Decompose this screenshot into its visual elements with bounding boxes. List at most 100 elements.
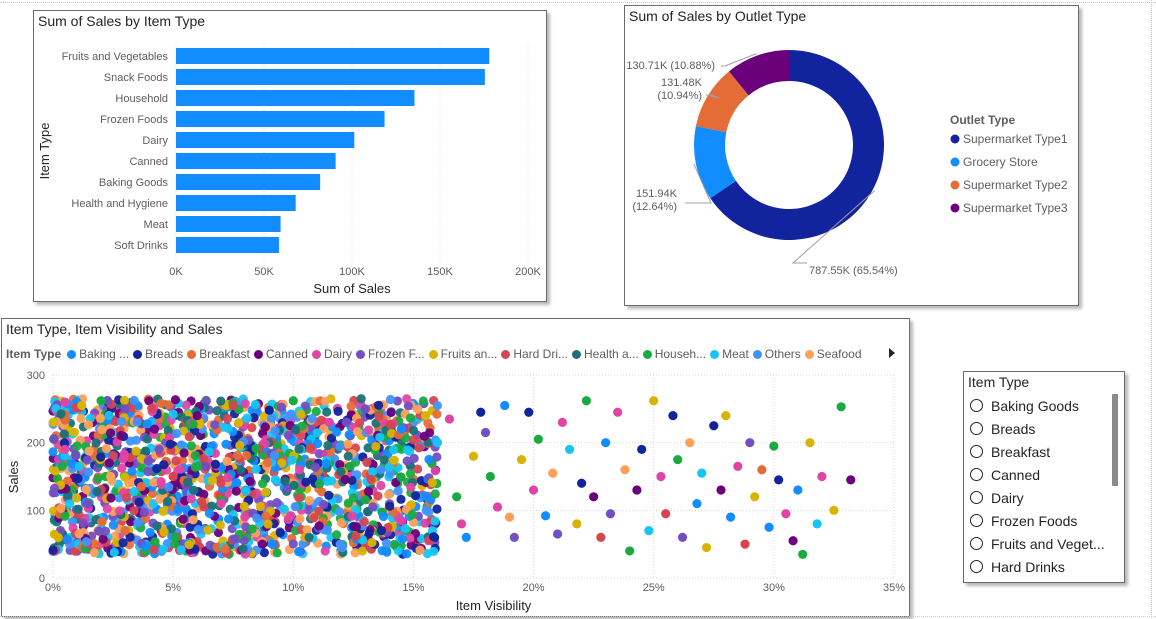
scatter-point	[396, 494, 406, 504]
scatter-point	[374, 400, 384, 410]
scatter-legend-item[interactable]: Hard Dri...	[501, 347, 568, 361]
scatter-point	[106, 471, 116, 482]
scatter-point	[420, 411, 431, 421]
radio-button-icon[interactable]	[970, 514, 983, 527]
scatter-point	[201, 461, 211, 472]
scatter-legend-item[interactable]: Baking ...	[67, 347, 129, 361]
scatter-point	[304, 495, 314, 506]
scatter-point	[407, 510, 417, 520]
donut-legend-label: Supermarket Type3	[963, 201, 1068, 215]
scatter-point	[102, 504, 112, 514]
radio-button-icon[interactable]	[970, 560, 983, 573]
scatter-point	[188, 515, 198, 525]
scatter-point	[67, 459, 77, 469]
scatter-point	[145, 527, 155, 538]
scatter-point	[81, 484, 91, 495]
bar-category-label: Household	[115, 93, 168, 105]
scatter-point	[360, 404, 370, 414]
scatter-point	[251, 464, 261, 474]
scatter-point	[129, 506, 139, 516]
scatter-point	[829, 505, 839, 515]
donut-slice	[694, 126, 736, 199]
scatter-point	[356, 394, 366, 404]
scatter-point	[83, 420, 94, 430]
scatter-legend-item[interactable]: Others	[752, 347, 801, 361]
radio-button-icon[interactable]	[970, 422, 983, 435]
scatter-point	[565, 444, 575, 455]
scatter-point	[350, 548, 360, 558]
radio-button-icon[interactable]	[970, 445, 983, 458]
bar-category-label: Health and Hygiene	[71, 198, 168, 210]
donut-data-label-percent: (12.64%)	[632, 201, 677, 213]
scatter-legend-item[interactable]: Canned	[253, 347, 308, 361]
scatter-point	[376, 480, 386, 491]
slicer-item[interactable]: Fruits and Veget...	[970, 532, 1110, 555]
scatter-legend-item[interactable]: Breakfast	[187, 347, 250, 361]
scatter-point	[320, 396, 330, 406]
scatter-legend-item[interactable]: Fruits an...	[428, 347, 498, 361]
radio-button-icon[interactable]	[970, 537, 983, 550]
legend-dot-icon	[710, 349, 720, 359]
scatter-point	[101, 443, 111, 454]
radio-button-icon[interactable]	[970, 468, 983, 481]
scatter-point	[781, 509, 791, 519]
scatter-legend-item[interactable]: Frozen F...	[355, 347, 425, 361]
scatter-point	[345, 461, 355, 471]
bar-chart-visual[interactable]: Sum of Sales by Item Type 0K 50K 100K 150K 2…	[33, 10, 547, 302]
scatter-point	[314, 521, 324, 531]
legend-dot-icon	[187, 349, 197, 359]
scatter-point	[310, 462, 321, 472]
scatter-point	[314, 479, 325, 489]
slicer-item[interactable]: Frozen Foods	[970, 509, 1110, 532]
scatter-point	[72, 493, 82, 503]
slicer-item[interactable]: Breads	[970, 417, 1110, 440]
slicer-item[interactable]: Baking Goods	[970, 394, 1110, 417]
slicer-item[interactable]: Hard Drinks	[970, 555, 1110, 578]
scatter-point	[49, 434, 59, 444]
bar-category-label: Baking Goods	[99, 177, 169, 189]
scatter-point	[164, 400, 174, 410]
scatter-point	[260, 422, 270, 432]
item-type-slicer[interactable]: Item Type Baking Goods Breads Breakfast Can…	[963, 371, 1125, 583]
scatter-point	[159, 527, 169, 537]
scatter-legend-label: Fruits an...	[440, 347, 498, 361]
scatter-point	[548, 468, 558, 478]
scatter-legend-item[interactable]: Meat	[710, 347, 749, 361]
legend-next-arrow-icon[interactable]	[889, 348, 895, 358]
scatter-point	[118, 538, 128, 548]
scatter-point	[397, 534, 408, 544]
scatter-point	[336, 518, 347, 528]
scatter-point	[168, 409, 178, 419]
scatter-point	[376, 525, 387, 536]
scatter-point	[637, 444, 647, 455]
radio-button-icon[interactable]	[970, 399, 983, 412]
scatter-chart-visual[interactable]: Item Type, Item Visibility and Sales Ite…	[1, 318, 910, 617]
radio-button-icon[interactable]	[970, 491, 983, 504]
scatter-point	[125, 517, 136, 527]
donut-chart-visual[interactable]: Sum of Sales by Outlet Type 787.55K (65.…	[624, 5, 1079, 306]
legend-dot-icon	[311, 349, 321, 359]
scatter-point	[223, 514, 234, 524]
scatter-legend-item[interactable]: Seafood	[804, 347, 862, 361]
scatter-legend-item[interactable]: Househ...	[642, 347, 706, 361]
slicer-item[interactable]: Dairy	[970, 486, 1110, 509]
scatter-point	[319, 424, 329, 434]
scatter-point	[644, 526, 654, 536]
scatter-legend-item[interactable]: Health a...	[572, 347, 639, 361]
scatter-point	[81, 537, 91, 547]
slicer-scrollbar[interactable]	[1112, 394, 1118, 486]
scatter-point	[231, 486, 241, 496]
scatter-point	[149, 424, 160, 434]
scatter-legend-item[interactable]: Breads	[133, 347, 183, 361]
scatter-legend-item[interactable]: Dairy	[311, 347, 352, 361]
scatter-point	[147, 488, 158, 499]
scatter-point	[307, 414, 317, 424]
scatter-point	[203, 525, 213, 535]
scatter-point	[430, 466, 440, 476]
scatter-point	[57, 461, 67, 471]
slicer-item[interactable]: Canned	[970, 463, 1110, 486]
scatter-point	[314, 449, 324, 459]
slicer-item[interactable]: Breakfast	[970, 440, 1110, 463]
scatter-point	[376, 465, 386, 475]
scatter-point	[93, 474, 103, 484]
